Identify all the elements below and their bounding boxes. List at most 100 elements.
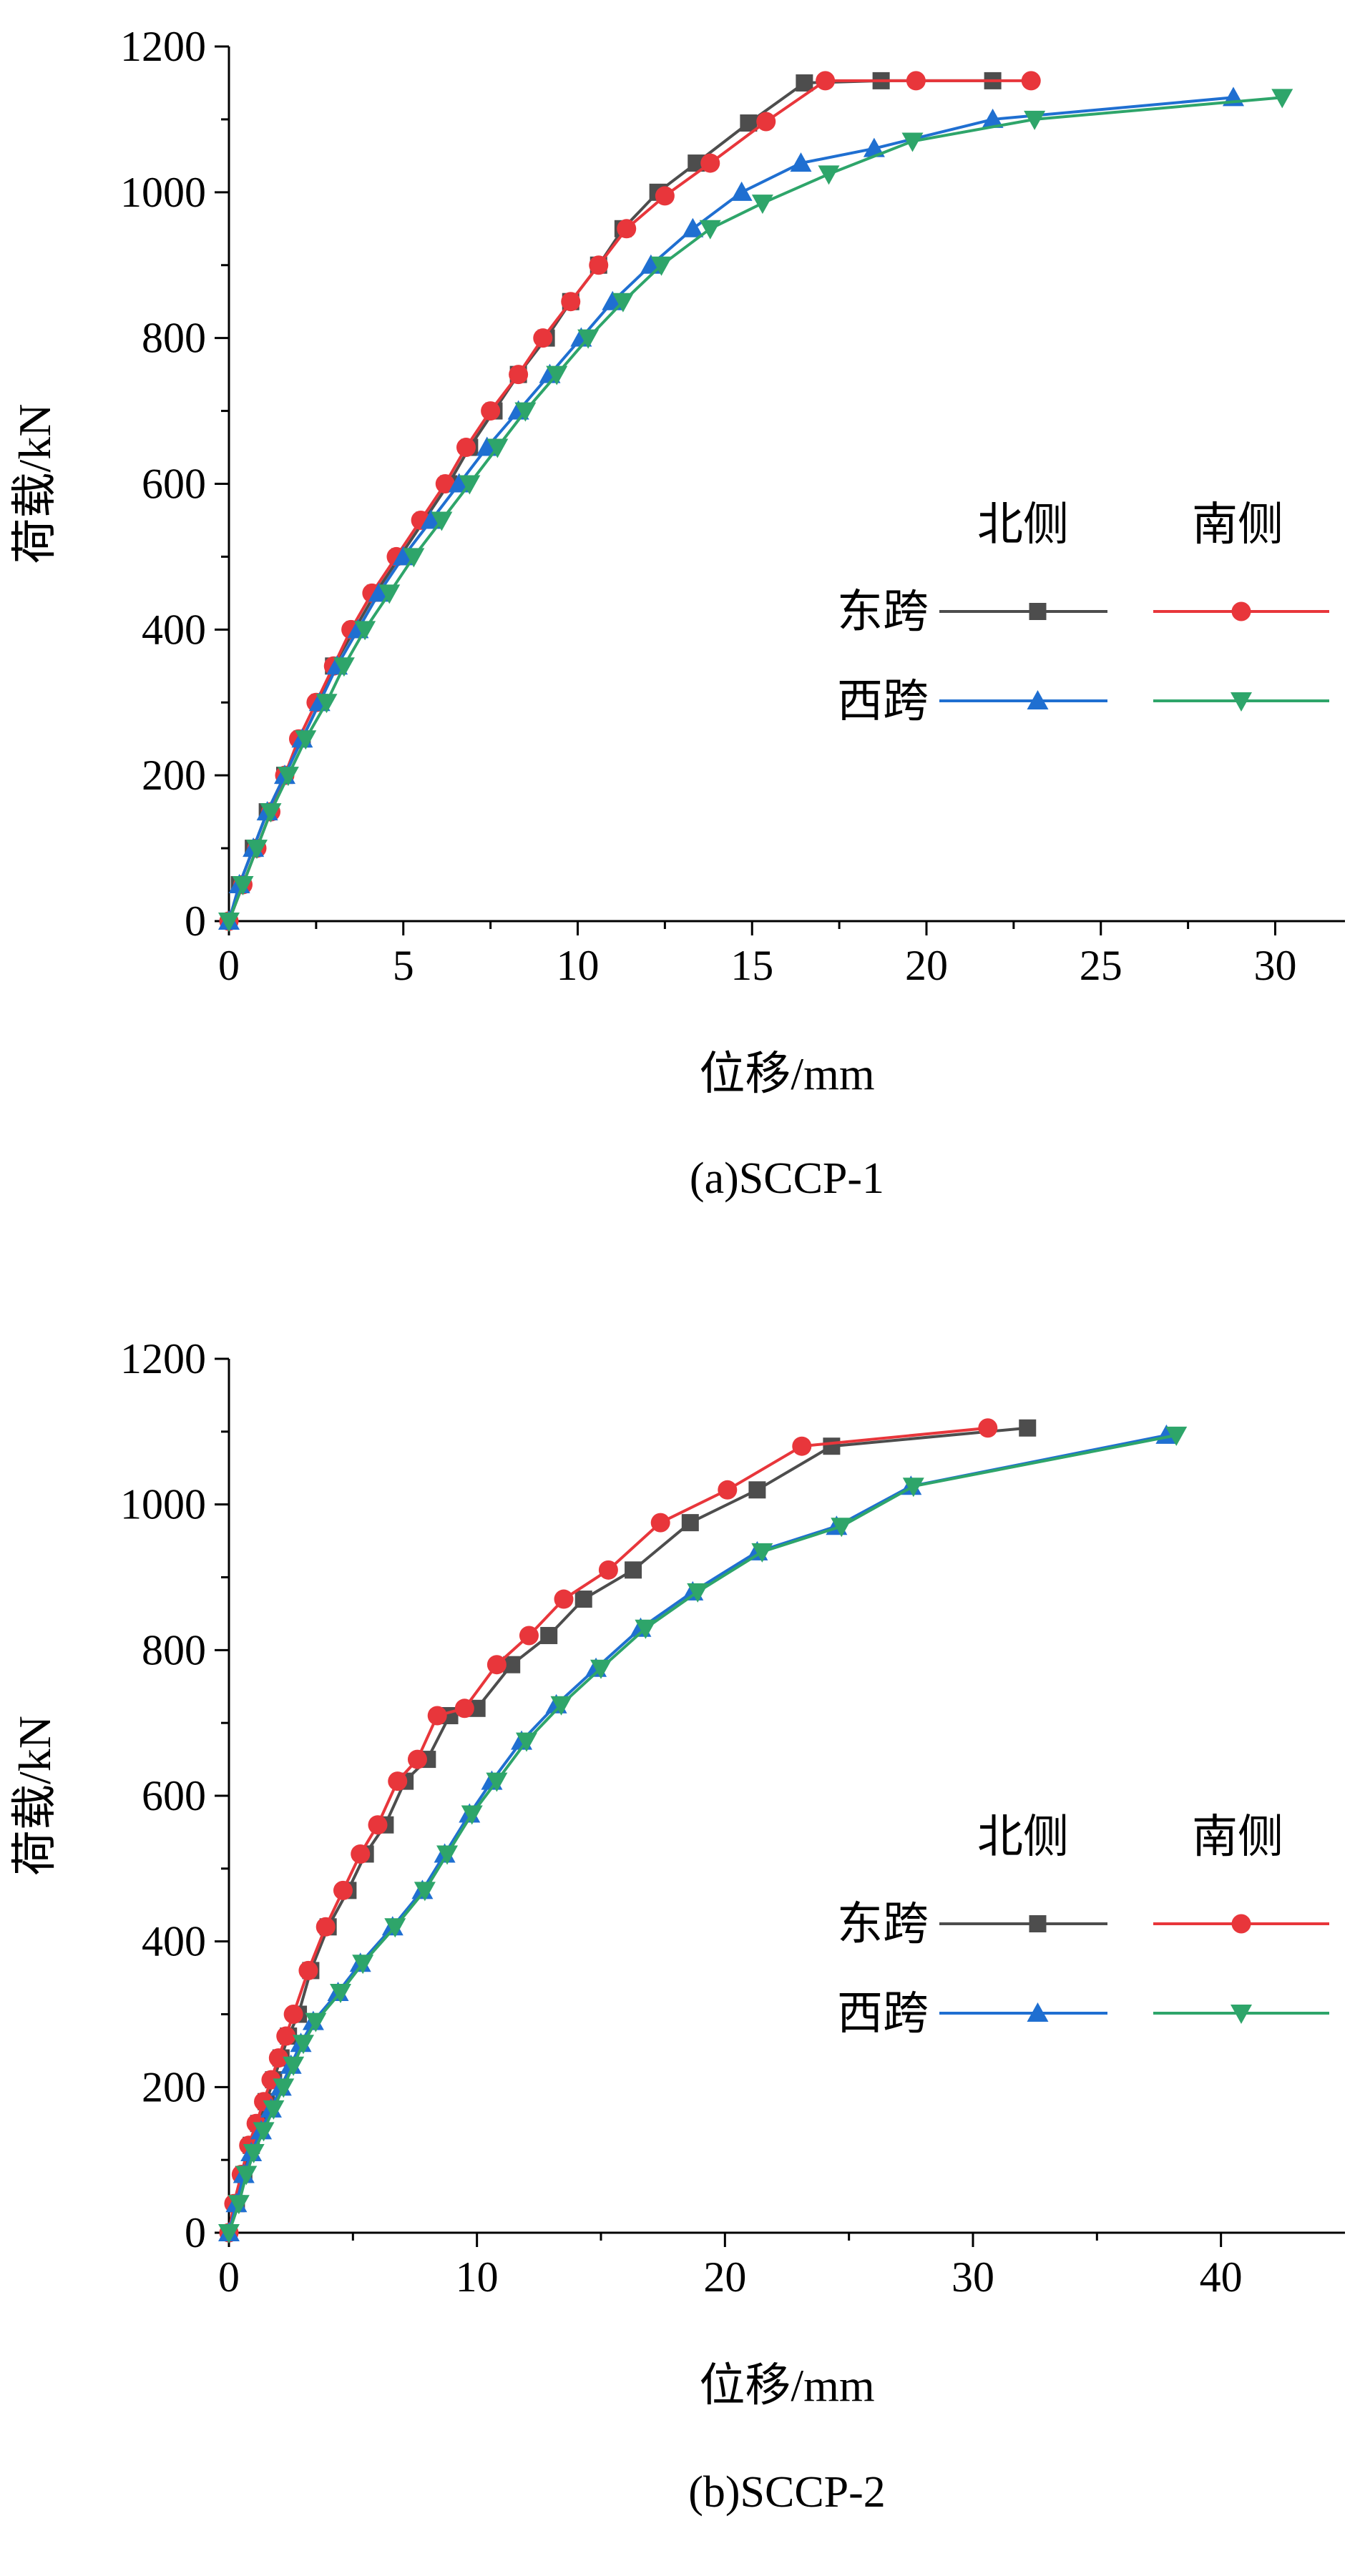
data-point xyxy=(333,1880,353,1900)
data-point xyxy=(295,730,317,750)
data-point xyxy=(263,2100,285,2120)
data-point xyxy=(368,582,390,602)
data-point xyxy=(901,132,924,152)
data-point xyxy=(590,1659,612,1679)
data-point xyxy=(283,2056,305,2076)
data-point xyxy=(315,1917,336,1937)
x-tick-label: 0 xyxy=(218,942,240,989)
y-tick-label: 1000 xyxy=(120,1481,206,1528)
data-point xyxy=(228,2195,250,2215)
data-point xyxy=(751,195,773,215)
legend-swatch-marker xyxy=(1231,601,1251,621)
data-point xyxy=(509,365,529,385)
data-point xyxy=(218,2224,240,2243)
legend-swatch-marker xyxy=(1231,1914,1251,1934)
x-tick-label: 40 xyxy=(1200,2253,1243,2301)
data-point xyxy=(1165,1426,1188,1446)
chart-a: 0 5 10 15 20 25 30 0 200 400 600 800 1000 1200 位移/mm 荷载… xyxy=(9,23,1345,1203)
data-point xyxy=(461,1805,483,1825)
legend-swatch-marker xyxy=(1231,692,1252,712)
data-point xyxy=(330,1983,351,2003)
data-point xyxy=(816,71,836,91)
data-point xyxy=(748,1481,766,1499)
legend-swatch-marker xyxy=(1027,2002,1049,2022)
data-point xyxy=(790,152,812,172)
data-point xyxy=(261,2070,281,2090)
data-point xyxy=(561,292,581,312)
series-east-north xyxy=(220,1419,1037,2241)
y-tick-label: 1200 xyxy=(120,1335,206,1382)
data-point xyxy=(655,186,675,206)
data-point xyxy=(407,1749,427,1769)
x-tick-label: 20 xyxy=(905,942,948,989)
chart-b: 0 10 20 30 40020040060080010001200位移/mm荷载/kN… xyxy=(9,1335,1345,2517)
legend-header-south: 南侧 xyxy=(1192,1811,1283,1864)
data-point xyxy=(598,1560,618,1580)
y-tick-label: 200 xyxy=(142,752,206,799)
data-point xyxy=(796,74,813,92)
data-point xyxy=(823,1437,841,1455)
series-line xyxy=(228,96,1283,922)
data-point xyxy=(906,71,926,91)
series-west-south xyxy=(218,1426,1188,2243)
data-point xyxy=(751,1543,773,1563)
data-point xyxy=(681,1514,699,1532)
data-point xyxy=(486,1655,507,1675)
data-point xyxy=(235,2165,258,2186)
data-point xyxy=(260,803,282,823)
data-point xyxy=(298,1960,318,1980)
legend-row-east: 东跨 xyxy=(837,586,929,639)
data-point xyxy=(454,1699,474,1719)
data-point xyxy=(550,1696,572,1716)
data-point xyxy=(792,1436,812,1456)
data-point xyxy=(612,292,634,313)
data-point xyxy=(730,181,753,201)
series-line xyxy=(228,1426,988,2233)
data-point xyxy=(305,2012,327,2032)
data-point xyxy=(218,913,240,932)
data-point xyxy=(1024,110,1046,130)
data-point xyxy=(427,1706,447,1726)
data-point xyxy=(378,584,401,604)
y-axis-label: 荷载/kN xyxy=(9,404,60,564)
data-point xyxy=(232,876,254,896)
y-tick-label: 800 xyxy=(142,315,206,362)
series-line xyxy=(228,1426,1028,2233)
data-point xyxy=(368,1815,388,1835)
data-point xyxy=(589,255,609,275)
data-point xyxy=(554,1589,574,1609)
data-point xyxy=(650,256,672,276)
series-east-north xyxy=(220,72,1002,930)
series-east-south xyxy=(219,1418,998,2243)
data-point xyxy=(420,509,442,529)
y-tick-label: 200 xyxy=(142,2063,206,2110)
series-line xyxy=(228,96,1234,922)
y-tick-label: 0 xyxy=(185,898,206,945)
data-point xyxy=(459,475,481,495)
y-tick-label: 400 xyxy=(142,1918,206,1965)
data-point xyxy=(635,1619,657,1639)
data-point xyxy=(687,1583,709,1603)
data-point xyxy=(1271,89,1293,109)
data-point xyxy=(982,108,1004,128)
x-tick-label: 30 xyxy=(1254,942,1297,989)
data-point xyxy=(718,1480,738,1500)
series-line xyxy=(228,79,993,922)
data-point xyxy=(276,2026,296,2046)
x-tick-label: 0 xyxy=(218,2253,240,2301)
x-tick-label: 10 xyxy=(456,2253,499,2301)
y-tick-label: 800 xyxy=(142,1626,206,1673)
data-point xyxy=(436,1845,459,1865)
data-point xyxy=(617,219,637,239)
series-west-north xyxy=(218,87,1244,930)
y-tick-label: 0 xyxy=(185,2209,206,2256)
y-tick-label: 1200 xyxy=(120,23,206,70)
legend-swatch-marker xyxy=(1027,690,1049,709)
data-point xyxy=(403,548,425,568)
data-point xyxy=(863,137,885,157)
y-tick-label: 600 xyxy=(142,1772,206,1819)
series-west-south xyxy=(218,89,1293,932)
